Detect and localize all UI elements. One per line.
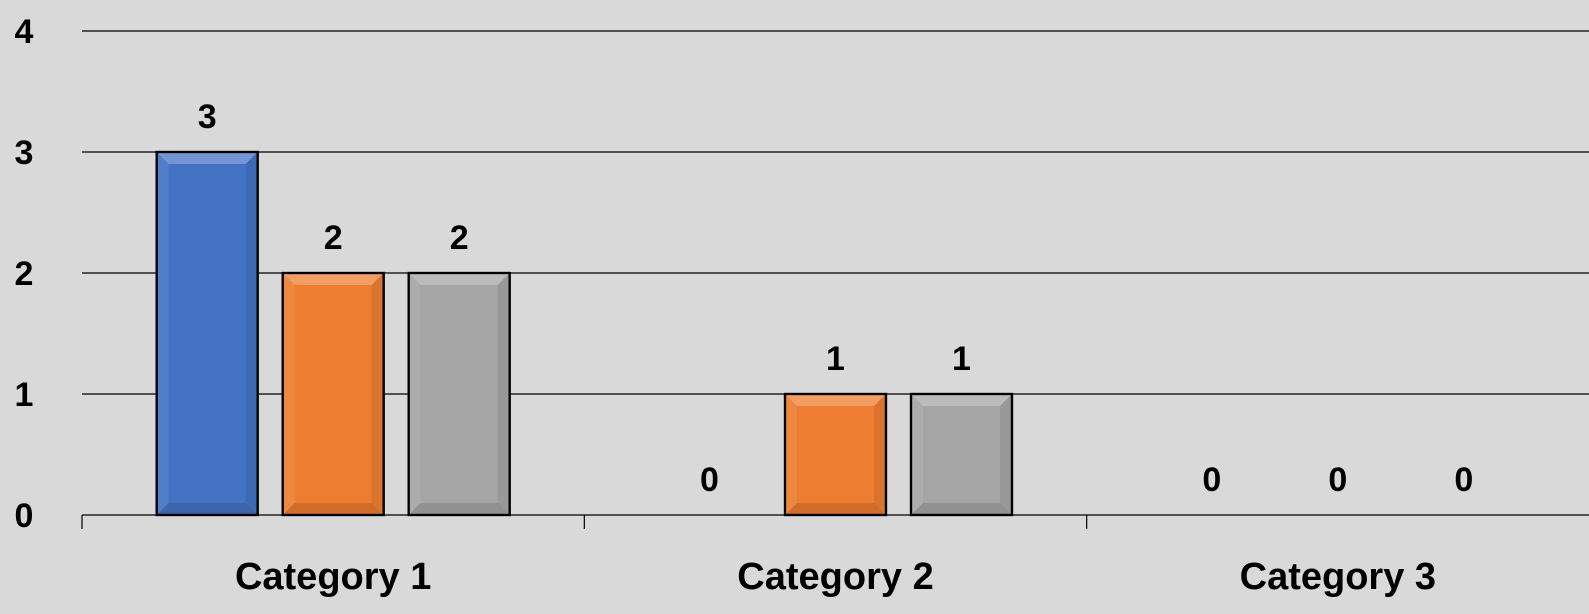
y-axis-ticks: 0 1 2 3 4: [15, 13, 34, 535]
y-tick-label: 1: [15, 376, 34, 414]
category-label: Category 3: [1240, 556, 1436, 598]
y-tick-label: 0: [15, 497, 34, 535]
y-tick-label: 3: [15, 134, 34, 172]
data-labels: 3 2 2 0 1 1 0 0 0: [198, 98, 1474, 499]
data-label: 2: [450, 219, 469, 257]
data-label: 3: [198, 98, 217, 136]
category-label: Category 1: [235, 556, 431, 598]
data-label: 1: [952, 340, 971, 378]
data-label: 1: [826, 340, 845, 378]
category-label: Category 2: [737, 556, 933, 598]
y-tick-label: 2: [15, 255, 34, 293]
data-label: 0: [1202, 461, 1221, 499]
x-axis: Category 1 Category 2 Category 3: [81, 514, 1589, 598]
y-tick-label: 4: [15, 13, 34, 51]
bar: [783, 392, 888, 517]
bar: [281, 271, 385, 517]
bars: [155, 150, 1014, 517]
data-label: 0: [700, 461, 719, 499]
bar: [155, 150, 259, 517]
bar: [407, 271, 511, 517]
data-label: 0: [1328, 461, 1347, 499]
data-label: 2: [324, 219, 343, 257]
data-label: 0: [1454, 461, 1473, 499]
bar: [909, 392, 1014, 517]
